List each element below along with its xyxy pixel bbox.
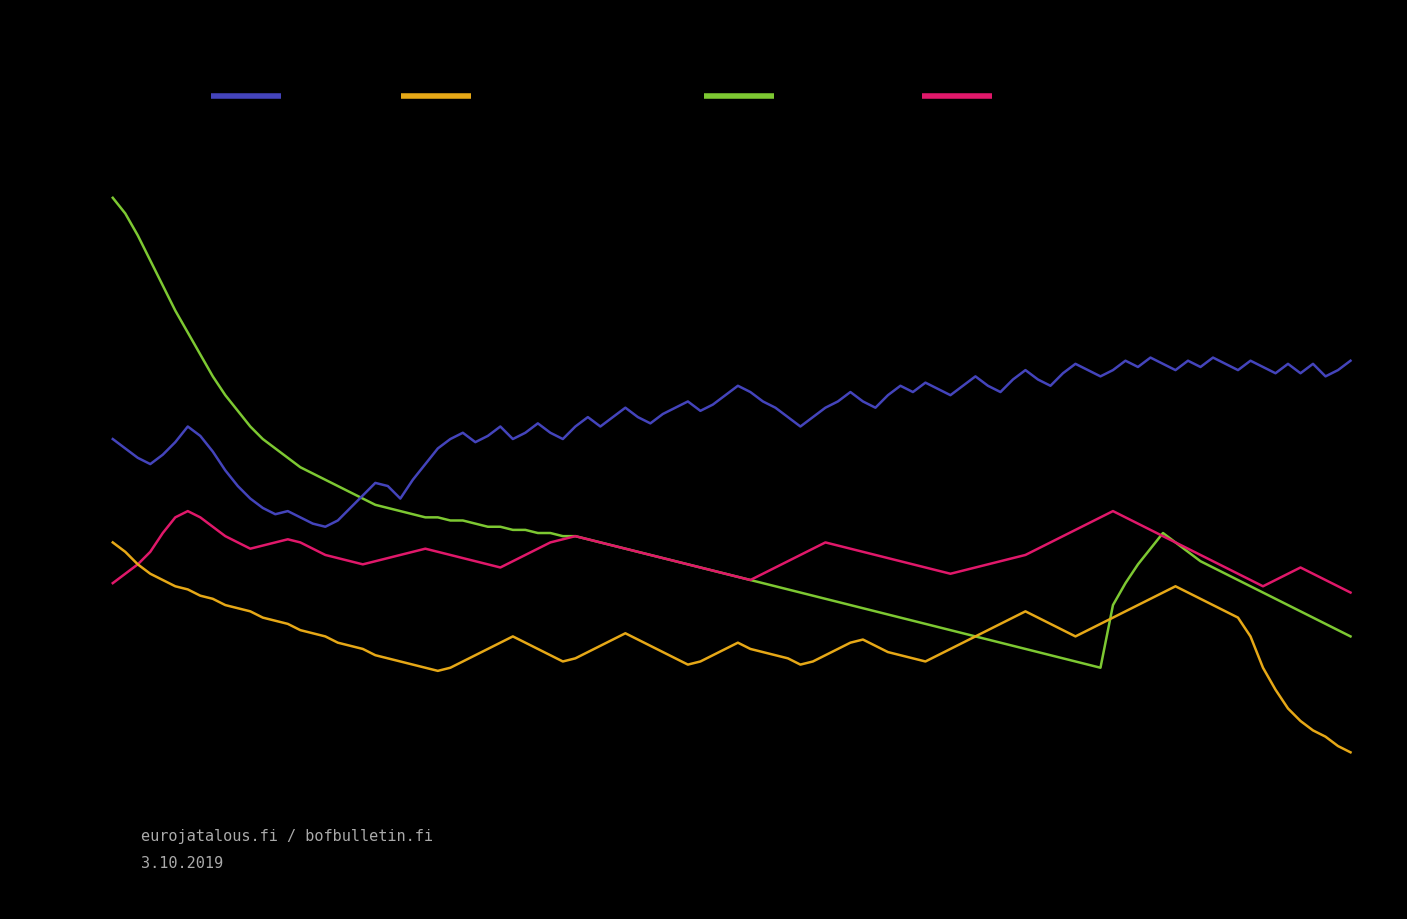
- Text: 3.10.2019: 3.10.2019: [141, 857, 222, 871]
- Text: eurojatalous.fi / bofbulletin.fi: eurojatalous.fi / bofbulletin.fi: [141, 829, 433, 844]
